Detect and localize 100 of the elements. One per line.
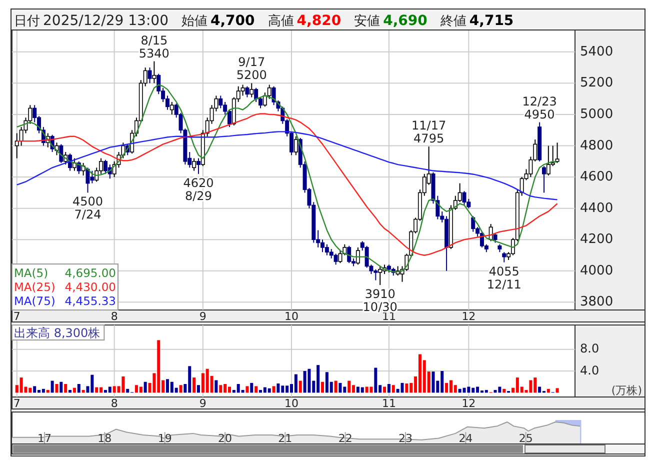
bar bbox=[370, 386, 373, 393]
x-tick-label: 9 bbox=[199, 397, 206, 410]
y-tick-label: 4800 bbox=[580, 138, 614, 154]
text: MA(5) bbox=[14, 266, 48, 280]
candlestick bbox=[502, 252, 506, 263]
text: 終値 4,715 bbox=[439, 13, 514, 29]
bar bbox=[42, 388, 45, 393]
text: 日付 2025/12/29 13:00 bbox=[14, 13, 168, 29]
bar bbox=[405, 383, 408, 393]
bar bbox=[50, 380, 54, 393]
candlestick bbox=[267, 84, 272, 100]
candlestick bbox=[542, 166, 546, 194]
x-tick-label: 7 bbox=[13, 310, 20, 323]
candlestick bbox=[152, 60, 156, 84]
candlestick bbox=[462, 190, 466, 206]
bar bbox=[272, 386, 276, 393]
candlestick bbox=[347, 245, 352, 264]
bar bbox=[68, 390, 72, 393]
bar bbox=[556, 388, 559, 393]
annotation: 4,430.00 bbox=[64, 280, 116, 294]
candlestick bbox=[294, 136, 298, 156]
annotation: 9/17 5200 bbox=[236, 55, 267, 82]
annotation: 8/15 5340 bbox=[138, 33, 170, 60]
bar bbox=[303, 371, 306, 393]
candlestick bbox=[240, 84, 245, 96]
candlestick bbox=[250, 82, 254, 98]
annotation: 4,695.00 bbox=[64, 266, 116, 280]
x-tick-label: 11 bbox=[382, 397, 396, 410]
y-tick-label: 4400 bbox=[580, 200, 614, 216]
bar bbox=[494, 390, 497, 393]
bar bbox=[365, 386, 368, 393]
bar bbox=[82, 390, 85, 393]
candlestick bbox=[493, 232, 498, 244]
bar bbox=[276, 383, 280, 393]
x-tick-label: 8 bbox=[110, 310, 118, 323]
bar bbox=[77, 384, 80, 393]
bar bbox=[298, 380, 302, 393]
candlestick bbox=[196, 158, 200, 174]
x-tick-label: 20 bbox=[218, 432, 232, 445]
y-axis-title: (万株) bbox=[611, 384, 642, 397]
bar bbox=[108, 386, 112, 393]
bar bbox=[196, 385, 200, 393]
bar bbox=[538, 386, 542, 393]
x-tick-label: 21 bbox=[278, 432, 292, 445]
candlestick bbox=[334, 253, 338, 266]
bar bbox=[502, 388, 506, 393]
bar bbox=[46, 390, 50, 393]
bar bbox=[60, 382, 63, 393]
candlestick bbox=[148, 67, 152, 84]
bar bbox=[383, 386, 386, 393]
y-tick-label: 4000 bbox=[580, 263, 614, 278]
candlestick bbox=[272, 86, 276, 106]
bar bbox=[392, 385, 395, 393]
text: 始値 4,700 bbox=[182, 13, 256, 29]
bar bbox=[546, 388, 550, 393]
y-tick-label: 5000 bbox=[580, 107, 614, 122]
x-tick-label: 24 bbox=[458, 432, 473, 445]
bar bbox=[360, 387, 364, 393]
bar bbox=[432, 372, 435, 393]
x-tick-label: 17 bbox=[37, 432, 52, 445]
x-tick-label: 22 bbox=[338, 432, 352, 445]
y-tick-label: 4600 bbox=[580, 170, 614, 185]
bar bbox=[294, 374, 298, 393]
candlestick bbox=[218, 95, 223, 109]
y-tick-label: 4200 bbox=[580, 232, 614, 248]
text: MA(25) bbox=[14, 280, 56, 294]
candlestick bbox=[192, 158, 196, 172]
bar bbox=[529, 380, 532, 393]
candlestick bbox=[254, 87, 258, 102]
bar bbox=[338, 382, 342, 393]
bar bbox=[498, 386, 502, 393]
candlestick bbox=[14, 132, 19, 159]
bar bbox=[144, 382, 147, 393]
bar bbox=[139, 386, 142, 393]
bar bbox=[321, 382, 324, 393]
candlestick bbox=[378, 266, 382, 286]
candlestick bbox=[86, 167, 90, 194]
bar bbox=[467, 386, 470, 393]
bar bbox=[268, 388, 271, 393]
annotation: 11/17 4795 bbox=[412, 118, 446, 146]
bar bbox=[246, 386, 249, 393]
bar bbox=[462, 388, 466, 393]
candlestick bbox=[338, 250, 342, 264]
bar bbox=[374, 368, 378, 393]
x-tick-label: 10 bbox=[284, 397, 299, 410]
annotation: 4055 12/11 bbox=[486, 264, 522, 292]
bar bbox=[72, 388, 76, 393]
bar bbox=[122, 376, 125, 393]
x-tick-label: 10 bbox=[284, 310, 299, 323]
annotation: 4620 8/29 bbox=[183, 176, 214, 203]
bar bbox=[20, 378, 23, 393]
text: 高値 4,820 bbox=[268, 13, 342, 29]
annotation: 出来高 8,300株 bbox=[14, 326, 100, 340]
candlestick bbox=[170, 101, 174, 115]
y-tick-label: 4.0 bbox=[580, 363, 600, 378]
bar bbox=[484, 390, 488, 393]
x-tick-label: 18 bbox=[98, 432, 112, 445]
y-tick-label: 5400 bbox=[580, 44, 614, 60]
annotation: 4500 7/24 bbox=[72, 194, 104, 222]
candlestick bbox=[59, 144, 64, 164]
